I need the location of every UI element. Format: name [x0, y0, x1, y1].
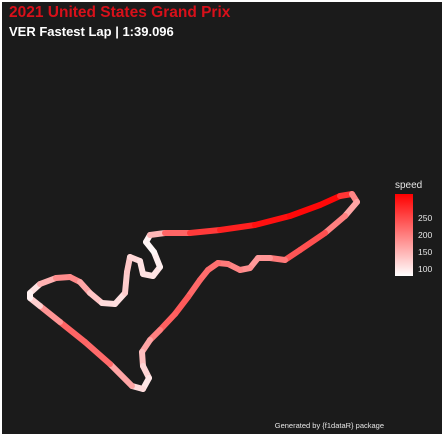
- track-segment: [282, 247, 303, 263]
- legend-tick-label: 250: [418, 212, 433, 223]
- legend-color-bar: [395, 194, 413, 276]
- track-segment: [317, 193, 343, 208]
- track-segment: [37, 303, 63, 325]
- track-segment: [82, 339, 113, 367]
- track-segment: [217, 222, 258, 233]
- track-segment: [57, 319, 88, 345]
- legend-tick-label: 100: [418, 264, 433, 275]
- track-segment: [157, 311, 178, 333]
- track-segment: [322, 213, 348, 236]
- track-segment: [122, 269, 130, 296]
- legend-title: speed: [395, 180, 423, 191]
- track-segment: [287, 202, 323, 219]
- chart-subtitle: VER Fastest Lap | 1:39.096: [9, 24, 174, 39]
- track-segment: [297, 230, 328, 253]
- track-segment: [185, 277, 203, 300]
- track-segment: [252, 213, 293, 228]
- track-segment: [107, 361, 135, 389]
- chart-title: 2021 United States Grand Prix: [9, 4, 231, 21]
- track-segment: [172, 294, 191, 317]
- legend-tick-label: 200: [418, 230, 433, 240]
- track-segment: [187, 227, 223, 236]
- caption: Generated by {f1dataR} package: [274, 421, 384, 430]
- legend-tick-label: 150: [418, 247, 433, 258]
- track-segment: [342, 199, 360, 219]
